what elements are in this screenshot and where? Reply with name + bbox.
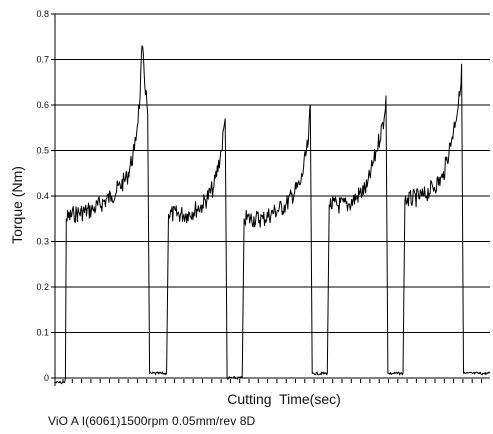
y-tick-label: 0.7 [36,55,49,65]
y-tick-label: 0.2 [36,282,49,292]
y-tick-label: 0.8 [36,9,49,19]
y-tick-label: 0.6 [36,100,49,110]
y-tick-label: 0.1 [36,328,49,338]
y-tick-label: 0.4 [36,191,49,201]
x-axis-ticks [62,379,482,383]
y-tick-label: 0 [44,373,49,383]
grid-lines [55,13,490,379]
x-axis-label: Cutting Time(sec) [227,391,341,407]
y-axis-ticks: 0 0.1 0.2 0.3 0.4 0.5 0.6 0.7 0.8 [36,9,55,383]
caption: ViO A I(6061)1500rpm 0.05mm/rev 8D [48,414,256,428]
y-tick-label: 0.5 [36,146,49,156]
torque-series-line [54,45,491,385]
y-axis-label: Torque (Nm) [9,166,25,244]
y-tick-label: 0.3 [36,237,49,247]
series-layer [54,45,491,385]
